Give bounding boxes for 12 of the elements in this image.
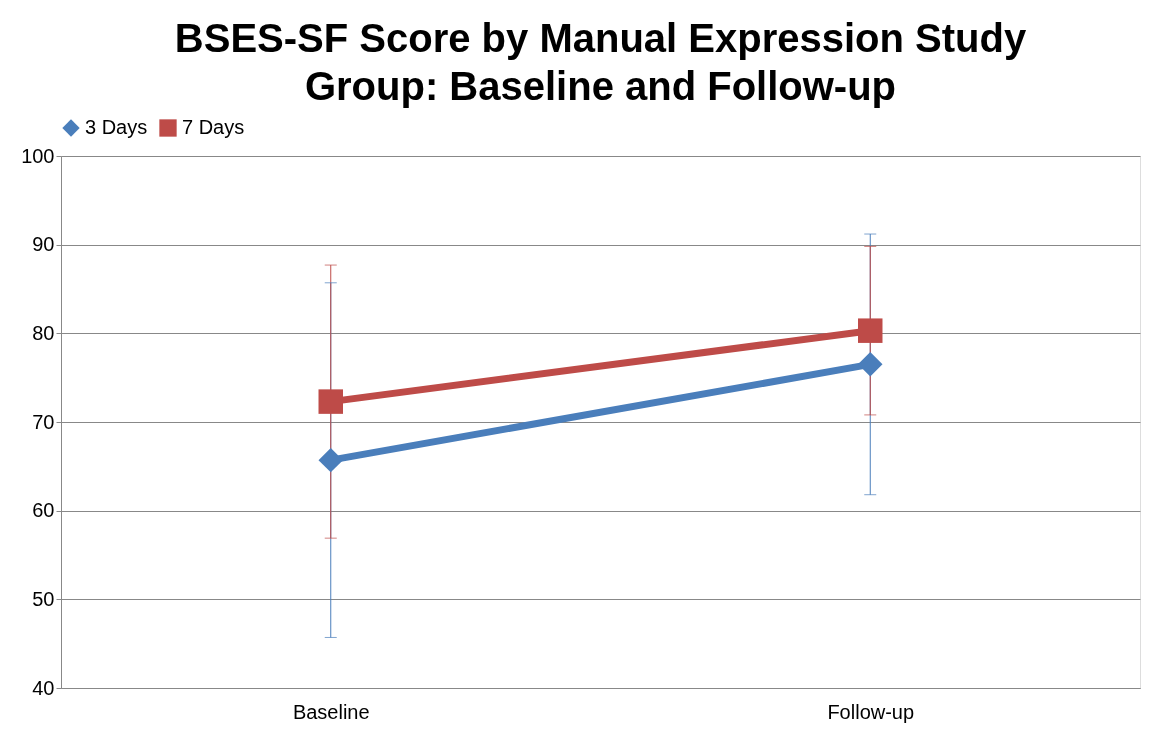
y-tick-label: 100 <box>21 144 55 167</box>
x-tick-label: Baseline <box>292 700 370 723</box>
chart-title: BSES-SF Score by Manual Expression Study Group: Baseline and Follow-up <box>174 16 1027 108</box>
y-tick-label: 70 <box>32 410 55 433</box>
legend-label: 3 Days <box>85 116 148 138</box>
y-tick-label: 90 <box>32 233 55 256</box>
y-tick-label: 40 <box>32 676 55 699</box>
y-tick-label: 80 <box>32 321 55 344</box>
legend-label: 7 Days <box>182 116 245 138</box>
y-tick-label: 50 <box>32 587 55 610</box>
x-tick-label: Follow-up <box>827 700 915 723</box>
y-tick-label: 60 <box>32 499 55 522</box>
